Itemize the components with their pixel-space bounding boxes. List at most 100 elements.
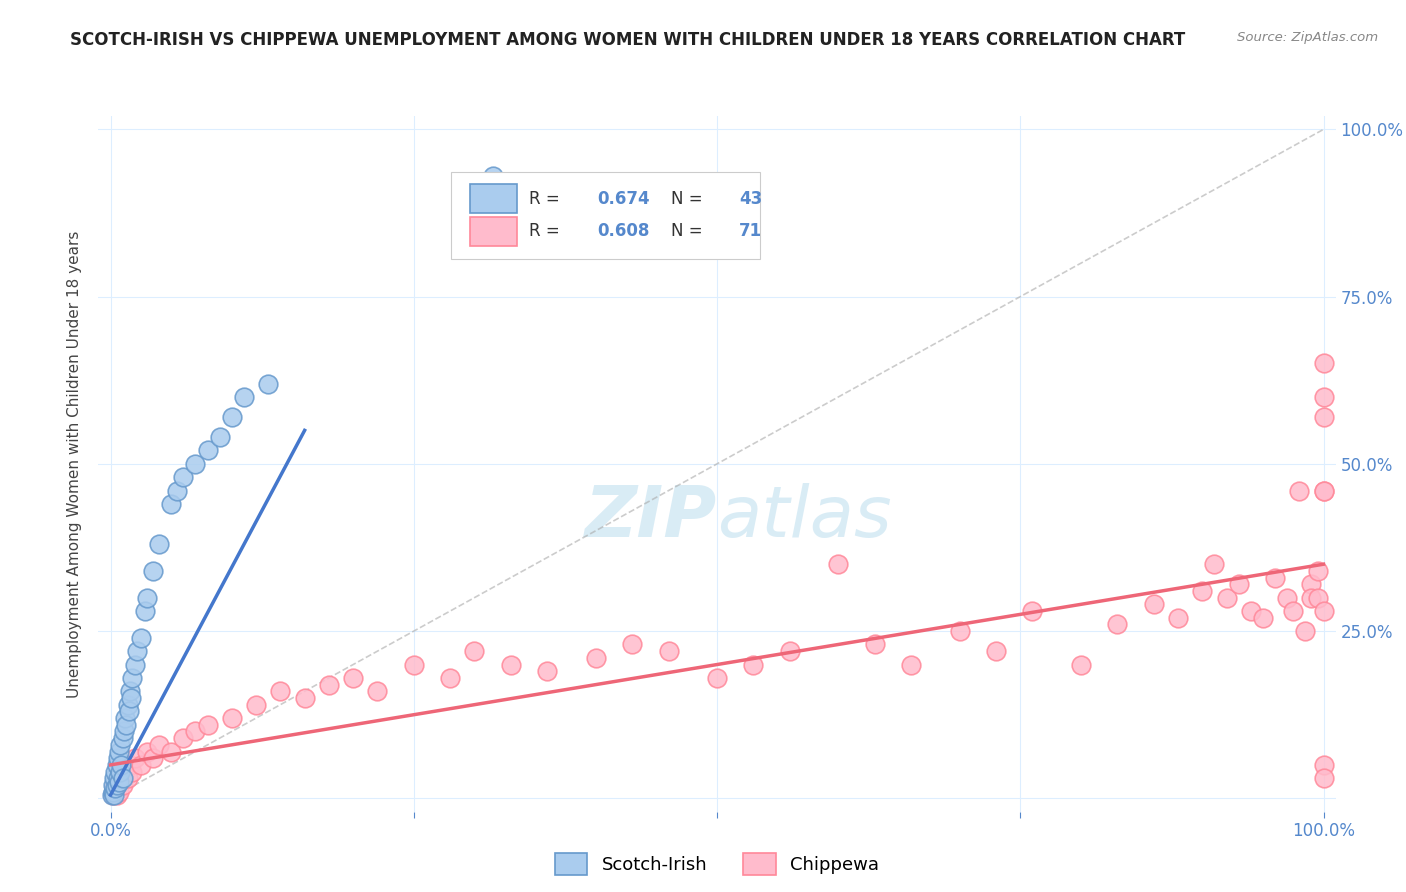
- Point: [1306, 591, 1329, 605]
- Point: [124, 657, 146, 672]
- Point: [108, 744, 131, 758]
- Point: [1227, 577, 1250, 591]
- Point: [114, 711, 136, 725]
- Point: [166, 483, 188, 498]
- Point: [148, 738, 170, 752]
- Point: [120, 690, 142, 705]
- Point: [1312, 356, 1334, 371]
- Point: [118, 758, 141, 772]
- Point: [115, 717, 138, 731]
- Point: [221, 410, 243, 425]
- Text: N =: N =: [671, 190, 711, 208]
- Point: [117, 771, 139, 786]
- Point: [1215, 591, 1237, 605]
- Point: [111, 771, 134, 786]
- Point: [124, 751, 146, 765]
- Point: [105, 758, 128, 772]
- Point: [1301, 577, 1323, 591]
- Point: [127, 644, 149, 658]
- Point: [184, 457, 207, 471]
- Point: [129, 631, 152, 645]
- Point: [1312, 483, 1334, 498]
- Point: [110, 758, 132, 772]
- Point: [1312, 390, 1334, 404]
- Point: [1312, 758, 1334, 772]
- Point: [1312, 604, 1334, 618]
- Point: [1143, 598, 1166, 612]
- Point: [499, 657, 522, 672]
- Point: [107, 771, 129, 786]
- Point: [111, 731, 134, 746]
- Point: [160, 744, 183, 758]
- Point: [827, 557, 849, 572]
- Point: [463, 644, 485, 658]
- Text: N =: N =: [671, 222, 711, 241]
- Point: [481, 169, 503, 184]
- Point: [121, 671, 143, 685]
- Point: [1167, 610, 1189, 624]
- Point: [949, 624, 972, 639]
- Point: [110, 764, 132, 779]
- Point: [1021, 604, 1043, 618]
- Point: [657, 644, 679, 658]
- Text: R =: R =: [529, 190, 568, 208]
- Point: [1070, 657, 1092, 672]
- Point: [142, 564, 165, 578]
- Point: [136, 744, 159, 758]
- Point: [172, 731, 194, 746]
- Point: [118, 705, 141, 719]
- Point: [104, 764, 127, 779]
- Point: [269, 684, 291, 698]
- Point: [984, 644, 1007, 658]
- Point: [107, 751, 129, 765]
- Point: [184, 724, 207, 739]
- Point: [208, 430, 231, 444]
- Point: [160, 497, 183, 511]
- FancyBboxPatch shape: [470, 217, 516, 246]
- Point: [1312, 483, 1334, 498]
- Point: [742, 657, 765, 672]
- Point: [1288, 483, 1310, 498]
- Point: [108, 774, 131, 789]
- Text: 43: 43: [740, 190, 762, 208]
- Point: [1107, 617, 1129, 632]
- Point: [1312, 410, 1334, 425]
- Point: [900, 657, 922, 672]
- Text: atlas: atlas: [717, 483, 891, 552]
- Point: [1301, 591, 1323, 605]
- Point: [366, 684, 388, 698]
- Point: [110, 771, 132, 786]
- Point: [294, 690, 316, 705]
- Point: [1282, 604, 1305, 618]
- Point: [101, 785, 124, 799]
- Point: [117, 698, 139, 712]
- Point: [111, 778, 134, 792]
- Point: [245, 698, 267, 712]
- Point: [257, 376, 280, 391]
- Point: [136, 591, 159, 605]
- Point: [103, 781, 125, 796]
- FancyBboxPatch shape: [470, 184, 516, 213]
- Point: [121, 764, 143, 779]
- Point: [863, 637, 886, 651]
- Point: [1264, 571, 1286, 585]
- Text: R =: R =: [529, 222, 568, 241]
- Point: [439, 671, 461, 685]
- Point: [104, 781, 127, 796]
- Point: [1306, 564, 1329, 578]
- Point: [105, 778, 128, 792]
- Point: [105, 788, 128, 802]
- Point: [134, 604, 156, 618]
- Text: 0.608: 0.608: [598, 222, 650, 241]
- Point: [118, 684, 141, 698]
- Text: 71: 71: [740, 222, 762, 241]
- Point: [100, 788, 122, 802]
- Point: [318, 678, 340, 692]
- Point: [1312, 771, 1334, 786]
- Point: [1191, 583, 1213, 598]
- Point: [101, 778, 124, 792]
- Point: [233, 390, 256, 404]
- Point: [103, 788, 125, 802]
- Point: [1204, 557, 1226, 572]
- Point: [585, 651, 607, 665]
